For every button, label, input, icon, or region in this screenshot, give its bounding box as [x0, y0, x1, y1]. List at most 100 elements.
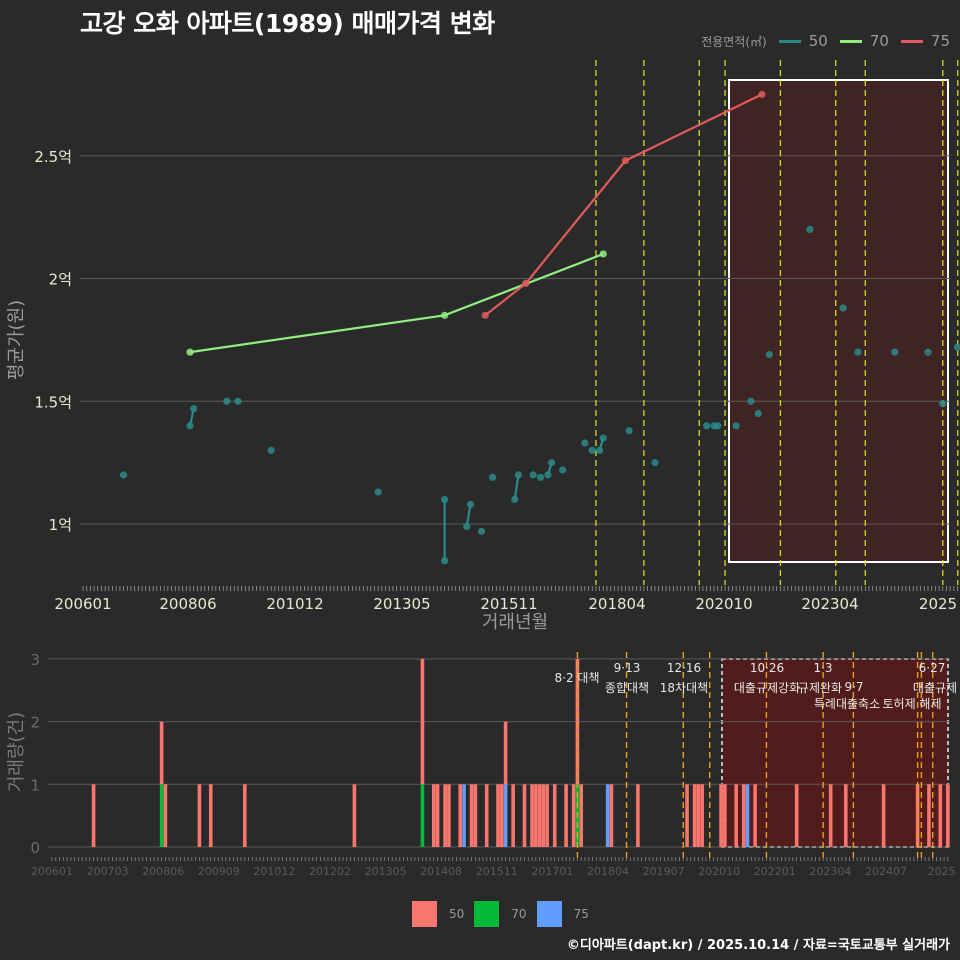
- data-point: [625, 427, 633, 435]
- volume-bar: [741, 784, 746, 847]
- data-point: [481, 311, 489, 319]
- volume-bar: [242, 784, 247, 847]
- volume-bar: [745, 784, 750, 847]
- data-point: [939, 400, 947, 408]
- data-point: [186, 348, 194, 356]
- volume-bar: [534, 784, 538, 847]
- svg-text:18차대책: 18차대책: [660, 680, 708, 695]
- volume-bar: [352, 784, 357, 847]
- data-point: [441, 311, 449, 319]
- volume-bar: [723, 784, 727, 847]
- volume-bar: [571, 784, 576, 847]
- data-point: [511, 495, 519, 504]
- data-point: [488, 473, 497, 481]
- data-point: [891, 348, 899, 356]
- svg-text:2.5억: 2.5억: [34, 148, 72, 166]
- svg-text:2: 2: [30, 714, 40, 732]
- volume-bar: [522, 784, 527, 847]
- data-point: [747, 397, 755, 405]
- svg-text:201804: 201804: [587, 865, 629, 878]
- data-point: [190, 405, 198, 413]
- volume-bar: [881, 784, 886, 847]
- volume-bar: [447, 784, 451, 847]
- svg-text:201804: 201804: [588, 595, 645, 613]
- svg-text:토허제 해제: 토허제 해제: [882, 697, 941, 711]
- chart-title: 고강 오화 아파트(1989) 매매가격 변화: [80, 9, 495, 38]
- data-point: [463, 522, 471, 531]
- svg-text:1·3: 1·3: [813, 661, 832, 675]
- svg-text:2025: 2025: [928, 865, 956, 878]
- data-point: [536, 473, 545, 481]
- volume-bar: [545, 784, 549, 847]
- svg-text:거래량(건): 거래량(건): [6, 712, 27, 792]
- svg-text:200703: 200703: [87, 865, 129, 878]
- svg-text:2억: 2억: [49, 271, 72, 289]
- highlight-box: [728, 79, 949, 563]
- svg-text:202010: 202010: [698, 865, 740, 878]
- svg-text:201511: 201511: [480, 595, 537, 613]
- data-point: [529, 471, 537, 479]
- volume-bar: [700, 784, 704, 847]
- data-point: [703, 422, 711, 430]
- volume-bar: [458, 784, 463, 847]
- svg-text:200806: 200806: [159, 595, 216, 613]
- svg-text:대출규제: 대출규제: [913, 681, 957, 695]
- svg-text:10·26: 10·26: [750, 661, 784, 675]
- volume-bar: [609, 784, 614, 847]
- svg-text:201408: 201408: [420, 865, 462, 878]
- legend-swatch: [778, 39, 801, 43]
- svg-text:200806: 200806: [142, 865, 184, 878]
- volume-bar: [605, 784, 610, 847]
- svg-text:201701: 201701: [531, 865, 573, 878]
- svg-text:1억: 1억: [49, 516, 72, 534]
- svg-text:9·13: 9·13: [614, 661, 641, 675]
- data-point: [754, 409, 762, 418]
- legend-bottom: 50 70 75: [412, 901, 599, 927]
- volume-bar: [719, 784, 723, 847]
- volume-bar: [537, 784, 542, 847]
- volume-bar: [938, 784, 943, 847]
- data-point: [651, 459, 659, 467]
- svg-text:8·2 대책: 8·2 대책: [555, 670, 600, 685]
- volume-bar: [696, 784, 701, 847]
- volume-bar: [431, 784, 436, 847]
- data-point: [839, 304, 847, 312]
- volume-bar: [197, 784, 202, 847]
- legend-swatch: [839, 39, 862, 43]
- svg-text:201012: 201012: [253, 865, 295, 878]
- svg-text:202010: 202010: [695, 595, 752, 613]
- volume-bar: [636, 784, 640, 847]
- svg-text:3: 3: [30, 651, 40, 669]
- data-point: [186, 422, 194, 430]
- svg-text:200601: 200601: [31, 865, 73, 878]
- svg-text:종합대책: 종합대책: [605, 680, 649, 695]
- legend-item-70: 70: [474, 901, 527, 927]
- volume-bar: [685, 784, 689, 847]
- volume-bar: [734, 784, 738, 847]
- legend-item-50: 50: [778, 32, 828, 50]
- svg-text:202304: 202304: [809, 865, 851, 878]
- credit-text: ©디아파트(dapt.kr) / 2025.10.14 / 자료=국토교통부 실…: [566, 938, 950, 953]
- volume-bar: [579, 784, 583, 847]
- data-point: [588, 446, 596, 454]
- volume-bar: [500, 784, 504, 847]
- data-point: [267, 446, 275, 454]
- data-point: [441, 495, 449, 504]
- data-point: [477, 527, 486, 535]
- volume-bar: [552, 784, 557, 847]
- svg-text:2025: 2025: [919, 595, 957, 613]
- data-point: [234, 397, 242, 405]
- volume-bar: [575, 658, 580, 785]
- data-point: [596, 446, 604, 454]
- volume-bar: [420, 658, 425, 785]
- data-point: [599, 434, 607, 442]
- data-point: [119, 471, 128, 479]
- data-point: [544, 471, 552, 479]
- svg-text:평균가(원): 평균가(원): [6, 300, 27, 380]
- volume-bar: [530, 784, 534, 847]
- volume-bar: [692, 784, 697, 847]
- data-point: [374, 488, 382, 496]
- legend-swatch: [412, 901, 437, 927]
- legend-item-75: 75: [900, 32, 950, 50]
